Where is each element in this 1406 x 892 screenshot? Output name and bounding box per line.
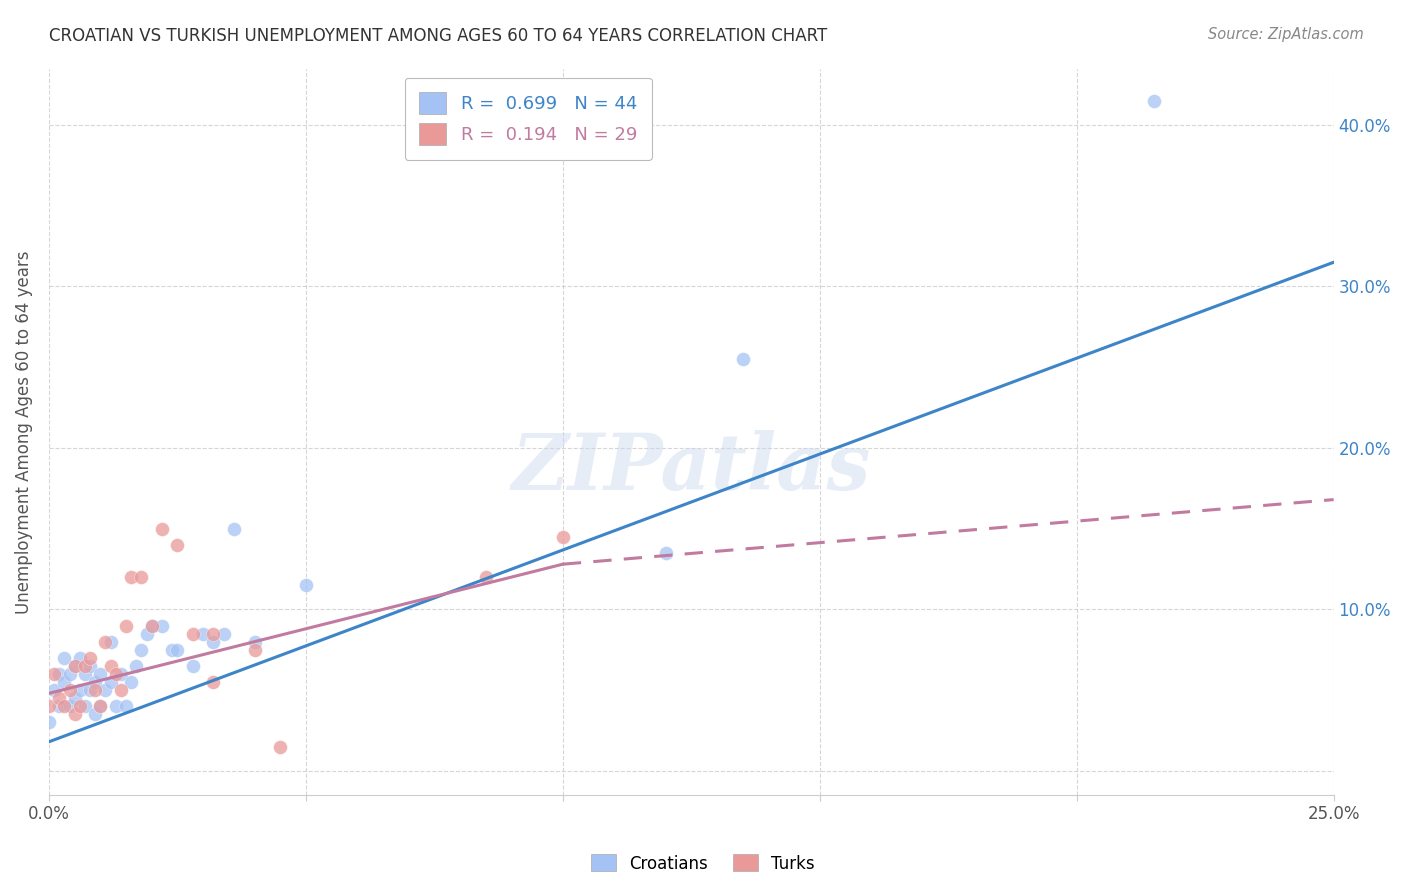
Point	[120, 570, 142, 584]
Point	[115, 699, 138, 714]
Point	[79, 659, 101, 673]
Point	[166, 642, 188, 657]
Point	[100, 659, 122, 673]
Point	[53, 699, 76, 714]
Legend: R =  0.699   N = 44, R =  0.194   N = 29: R = 0.699 N = 44, R = 0.194 N = 29	[405, 78, 651, 160]
Point	[295, 578, 318, 592]
Point	[63, 659, 86, 673]
Point	[212, 626, 235, 640]
Point	[69, 683, 91, 698]
Point	[125, 659, 148, 673]
Point	[94, 683, 117, 698]
Point	[69, 699, 91, 714]
Point	[63, 659, 86, 673]
Point	[84, 707, 107, 722]
Point	[53, 650, 76, 665]
Text: Source: ZipAtlas.com: Source: ZipAtlas.com	[1208, 27, 1364, 42]
Point	[48, 691, 70, 706]
Point	[73, 659, 96, 673]
Legend: Croatians, Turks: Croatians, Turks	[585, 847, 821, 880]
Point	[181, 626, 204, 640]
Point	[79, 683, 101, 698]
Point	[551, 530, 574, 544]
Point	[474, 570, 496, 584]
Point	[191, 626, 214, 640]
Point	[1143, 94, 1166, 108]
Point	[110, 667, 132, 681]
Point	[48, 667, 70, 681]
Point	[166, 538, 188, 552]
Point	[89, 699, 111, 714]
Point	[73, 667, 96, 681]
Point	[222, 522, 245, 536]
Point	[150, 522, 173, 536]
Point	[135, 626, 157, 640]
Point	[69, 650, 91, 665]
Point	[73, 699, 96, 714]
Point	[79, 650, 101, 665]
Point	[731, 352, 754, 367]
Point	[202, 634, 225, 648]
Point	[141, 618, 163, 632]
Text: ZIPatlas: ZIPatlas	[512, 430, 870, 507]
Point	[89, 667, 111, 681]
Point	[63, 691, 86, 706]
Point	[63, 707, 86, 722]
Point	[38, 699, 60, 714]
Point	[58, 683, 80, 698]
Point	[202, 626, 225, 640]
Y-axis label: Unemployment Among Ages 60 to 64 years: Unemployment Among Ages 60 to 64 years	[15, 250, 32, 614]
Point	[58, 699, 80, 714]
Point	[110, 683, 132, 698]
Point	[120, 675, 142, 690]
Point	[42, 683, 65, 698]
Point	[48, 699, 70, 714]
Point	[243, 634, 266, 648]
Point	[38, 715, 60, 730]
Point	[84, 683, 107, 698]
Point	[53, 675, 76, 690]
Point	[243, 642, 266, 657]
Point	[162, 642, 184, 657]
Point	[131, 570, 153, 584]
Point	[654, 546, 676, 560]
Point	[202, 675, 225, 690]
Point	[141, 618, 163, 632]
Point	[58, 667, 80, 681]
Point	[100, 634, 122, 648]
Point	[131, 642, 153, 657]
Point	[100, 675, 122, 690]
Point	[150, 618, 173, 632]
Text: CROATIAN VS TURKISH UNEMPLOYMENT AMONG AGES 60 TO 64 YEARS CORRELATION CHART: CROATIAN VS TURKISH UNEMPLOYMENT AMONG A…	[49, 27, 828, 45]
Point	[84, 675, 107, 690]
Point	[115, 618, 138, 632]
Point	[181, 659, 204, 673]
Point	[269, 739, 291, 754]
Point	[94, 634, 117, 648]
Point	[104, 699, 127, 714]
Point	[104, 667, 127, 681]
Point	[42, 667, 65, 681]
Point	[89, 699, 111, 714]
